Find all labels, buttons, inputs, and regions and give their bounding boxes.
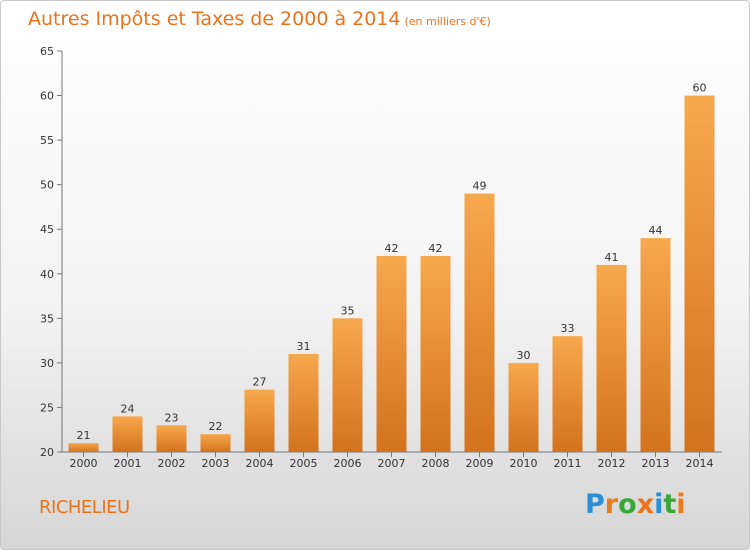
chart-title-text: Autres Impôts et Taxes de 2000 à 2014 (28, 8, 401, 30)
x-tick-label: 2002 (158, 457, 186, 470)
logo-letter: t (663, 489, 677, 520)
y-tick-label: 55 (40, 134, 54, 147)
x-tick-label: 2014 (686, 457, 714, 470)
logo-letter: P (585, 489, 605, 520)
bar-value-label: 23 (165, 411, 179, 424)
logo-letter: x (636, 489, 655, 520)
bar-value-label: 27 (253, 376, 267, 389)
bar-value-label: 60 (693, 82, 707, 95)
x-tick-label: 2003 (202, 457, 230, 470)
x-tick-label: 2005 (290, 457, 318, 470)
y-tick-label: 20 (40, 446, 54, 459)
bar (552, 336, 583, 452)
proxiti-logo: Proxiti (585, 489, 686, 520)
x-tick-label: 2004 (246, 457, 274, 470)
bar-value-label: 33 (561, 322, 575, 335)
x-tick-label: 2012 (598, 457, 626, 470)
logo-letter: i (654, 489, 664, 520)
logo-letter: i (676, 489, 686, 520)
chart-title: Autres Impôts et Taxes de 2000 à 2014 (en… (28, 8, 491, 30)
y-tick-label: 25 (40, 401, 54, 414)
bar-value-label: 21 (77, 429, 91, 442)
bar (112, 416, 143, 452)
bar (640, 238, 671, 452)
y-tick-label: 60 (40, 90, 54, 103)
x-tick-label: 2006 (334, 457, 362, 470)
chart-unit: (en milliers d'€) (404, 15, 491, 28)
bar-value-label: 22 (209, 420, 223, 433)
y-tick-label: 35 (40, 312, 54, 325)
y-tick-label: 40 (40, 268, 54, 281)
bar-value-label: 24 (121, 402, 135, 415)
bar-value-label: 30 (517, 349, 531, 362)
logo-letter: r (604, 489, 619, 520)
x-tick-label: 2001 (114, 457, 142, 470)
x-tick-label: 2000 (70, 457, 98, 470)
y-tick-label: 45 (40, 223, 54, 236)
commune-name: RICHELIEU (39, 497, 130, 518)
bar-value-label: 49 (473, 180, 487, 193)
bar-value-label: 42 (429, 242, 443, 255)
x-tick-label: 2011 (554, 457, 582, 470)
bar-value-label: 41 (605, 251, 619, 264)
y-tick-label: 50 (40, 179, 54, 192)
bar-value-label: 42 (385, 242, 399, 255)
bar (420, 255, 451, 452)
x-tick-label: 2010 (510, 457, 538, 470)
bar (156, 425, 187, 452)
y-tick-label: 30 (40, 357, 54, 370)
bar (244, 389, 275, 452)
bar (332, 318, 363, 452)
x-tick-label: 2013 (642, 457, 670, 470)
bar (508, 362, 539, 452)
bar-value-label: 31 (297, 340, 311, 353)
x-tick-label: 2009 (466, 457, 494, 470)
bar (596, 264, 627, 452)
bar (200, 434, 231, 452)
x-tick-label: 2007 (378, 457, 406, 470)
bar (376, 255, 407, 452)
bar-value-label: 35 (341, 304, 355, 317)
bar (68, 443, 99, 452)
bar (464, 193, 495, 453)
bar-value-label: 44 (649, 224, 663, 237)
bar (288, 353, 319, 452)
x-tick-label: 2008 (422, 457, 450, 470)
bar (684, 95, 715, 453)
logo-letter: o (618, 489, 637, 520)
y-tick-label: 65 (40, 45, 54, 58)
